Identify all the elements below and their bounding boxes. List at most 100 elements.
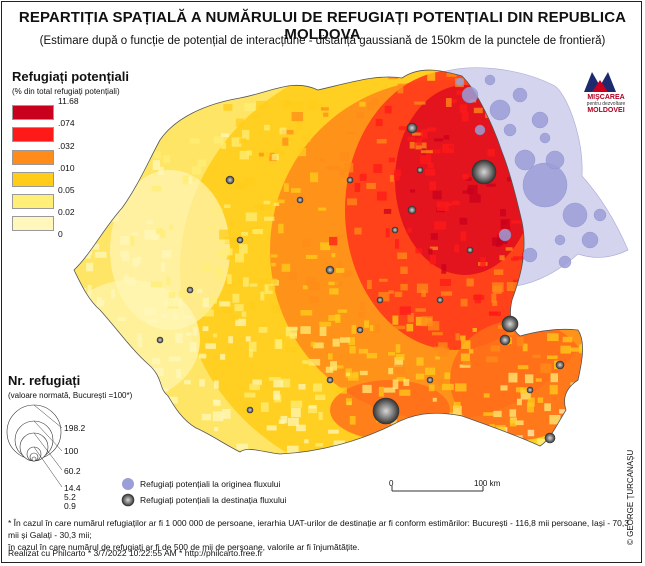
commune-patch [366, 182, 376, 190]
origin-circle [539, 132, 551, 144]
commune-patch [248, 341, 257, 352]
destination-circle [391, 226, 399, 234]
commune-patch [300, 326, 311, 334]
commune-patch [388, 352, 396, 356]
commune-patch [296, 120, 301, 131]
commune-patch [168, 292, 176, 298]
commune-patch [358, 348, 369, 354]
commune-patch [142, 85, 148, 92]
footnote-2: în cazul în care numărul de refugiați ar… [8, 542, 360, 552]
commune-patch [434, 451, 440, 454]
commune-patch [378, 386, 384, 397]
commune-patch [120, 250, 129, 257]
commune-patch [82, 295, 92, 305]
commune-patch [217, 453, 224, 454]
commune-patch [347, 198, 358, 206]
commune-patch [188, 176, 193, 185]
commune-patch [416, 283, 429, 294]
commune-patch [441, 442, 451, 451]
legend-swatch-1 [12, 105, 54, 120]
origin-point-legend-symbol [122, 478, 134, 490]
commune-patch [480, 257, 486, 268]
commune-patch [258, 152, 264, 157]
commune-patch [234, 304, 244, 312]
commune-patch [239, 138, 247, 144]
commune-patch [241, 311, 247, 317]
commune-patch [226, 254, 238, 260]
commune-patch [307, 100, 317, 110]
commune-patch [430, 233, 438, 240]
commune-patch [469, 441, 476, 446]
commune-patch [272, 199, 285, 204]
commune-patch [394, 291, 403, 298]
commune-patch [302, 238, 311, 248]
commune-patch [407, 227, 412, 233]
commune-patch [151, 186, 162, 192]
commune-patch [460, 231, 467, 241]
commune-patch [258, 326, 268, 333]
commune-patch [280, 378, 291, 388]
commune-patch [298, 383, 306, 390]
commune-patch [320, 242, 331, 251]
commune-patch [272, 74, 280, 84]
commune-patch [493, 410, 502, 418]
commune-patch [101, 159, 114, 164]
footnotes: * În cazul în care numărul refugiaților … [8, 517, 638, 553]
commune-patch [580, 434, 583, 438]
destination-circles [156, 122, 565, 444]
commune-patch [412, 132, 423, 136]
commune-patch [202, 326, 209, 332]
map-title: REPARTIȚIA SPAȚIALĂ A NUMĂRULUI DE REFUG… [18, 9, 627, 43]
commune-patch [300, 310, 313, 316]
scale-bar [391, 486, 484, 492]
commune-patch [460, 335, 466, 341]
commune-patch [527, 397, 535, 407]
commune-patch [395, 354, 405, 361]
commune-patch [132, 257, 140, 267]
commune-patch [328, 281, 339, 286]
commune-patch [236, 183, 248, 189]
commune-patch [303, 453, 312, 454]
commune-patch [152, 367, 164, 377]
commune-patch [482, 452, 490, 454]
commune-patch [318, 207, 327, 211]
commune-patch [337, 309, 348, 313]
destination-circle [325, 265, 335, 275]
commune-patch [438, 378, 443, 386]
commune-patch [425, 367, 436, 375]
commune-patch [266, 425, 277, 431]
commune-patch [149, 458, 155, 465]
commune-patch [461, 340, 471, 349]
commune-patch [178, 290, 189, 299]
origin-circle [512, 87, 528, 103]
commune-patch [277, 335, 285, 342]
commune-patch [364, 320, 370, 328]
commune-patch [590, 458, 598, 465]
commune-patch [396, 377, 406, 382]
commune-patch [87, 329, 96, 333]
commune-patch [222, 409, 231, 419]
commune-patch [284, 73, 293, 84]
commune-patch [410, 189, 416, 193]
commune-patch [444, 417, 454, 426]
commune-patch [569, 422, 578, 430]
commune-patch [333, 365, 344, 369]
commune-patch [572, 451, 582, 454]
commune-patch [388, 157, 395, 163]
commune-patch [271, 262, 276, 267]
commune-patch [176, 368, 182, 379]
commune-patch [310, 172, 319, 183]
commune-patch [327, 353, 333, 360]
commune-patch [467, 188, 474, 195]
commune-patch [264, 216, 275, 221]
commune-patch [252, 379, 262, 385]
commune-patch [452, 200, 460, 206]
commune-patch [286, 445, 299, 454]
commune-patch [242, 277, 249, 287]
commune-patch [414, 101, 426, 105]
commune-patch [74, 310, 81, 317]
legend-swatch-4 [12, 172, 54, 187]
commune-patch [222, 446, 233, 454]
commune-patch [121, 161, 128, 172]
commune-patch [345, 372, 351, 377]
